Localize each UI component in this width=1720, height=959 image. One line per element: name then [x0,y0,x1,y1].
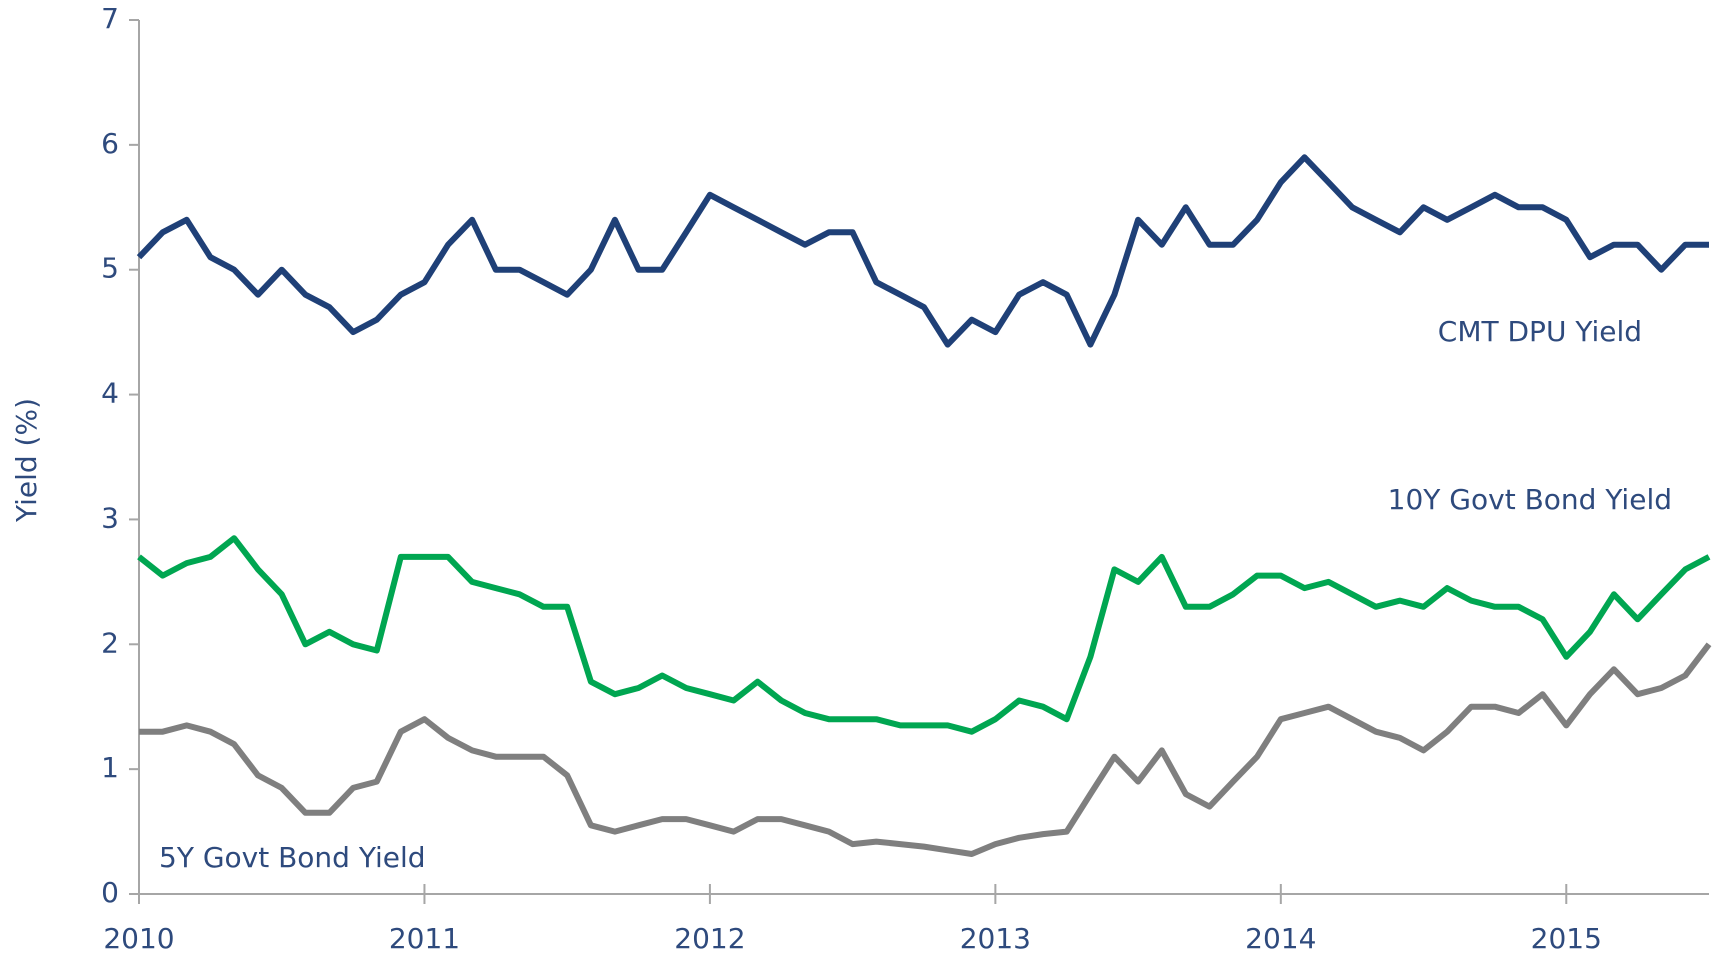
series-line [137,535,1711,735]
series-line [136,154,1709,348]
x-tick-label: 2010 [103,922,174,955]
x-tick-label: 2012 [674,922,745,955]
x-tick-label: 2015 [1531,922,1602,955]
series-label: 5Y Govt Bond Yield [159,841,426,874]
y-tick-label: 1 [101,751,119,784]
x-tick-label: 2011 [389,922,460,955]
y-tick-label: 3 [101,501,119,534]
series-label: CMT DPU Yield [1438,315,1642,348]
x-tick-label: 2013 [960,922,1031,955]
series-label: 10Y Govt Bond Yield [1388,483,1672,516]
y-tick-label: 6 [101,127,119,160]
y-tick-label: 0 [101,876,119,909]
y-axis-label: Yield (%) [10,398,43,523]
x-tick-label: 2014 [1245,922,1316,955]
y-tick-label: 7 [101,2,119,35]
y-tick-label: 5 [101,252,119,285]
y-tick-label: 2 [101,626,119,659]
series-line [139,642,1712,857]
y-tick-label: 4 [101,377,119,410]
